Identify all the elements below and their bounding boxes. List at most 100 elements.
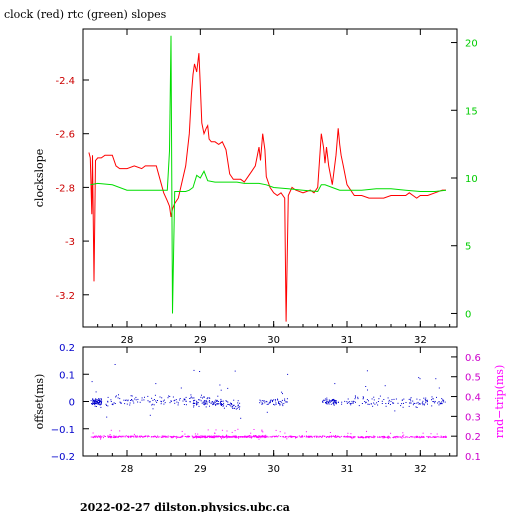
rndtrip-point <box>134 435 136 437</box>
rndtrip-point <box>445 437 447 438</box>
rndtrip-point <box>440 435 442 437</box>
rndtrip-point <box>315 435 317 437</box>
offset-point <box>322 401 323 403</box>
rndtrip-point <box>262 435 264 437</box>
rndtrip-point <box>409 436 411 438</box>
rndtrip-point <box>248 436 250 438</box>
rndtrip-point <box>157 435 159 437</box>
offset-point <box>270 399 272 401</box>
offset-point <box>94 401 96 403</box>
rndtrip-point <box>344 436 346 438</box>
rndtrip-point <box>255 436 257 437</box>
rndtrip-point <box>245 436 247 438</box>
offset-point <box>361 403 363 404</box>
rndtrip-point <box>119 435 121 437</box>
rndtrip-point <box>192 436 194 438</box>
rndtrip-point <box>163 436 165 438</box>
offset-point <box>95 400 97 402</box>
rndtrip-point <box>155 435 156 437</box>
offset-point <box>425 397 427 399</box>
rndtrip-point <box>207 435 209 437</box>
offset-point <box>223 404 225 406</box>
rndtrip-point <box>395 437 397 439</box>
rndtrip-point <box>347 432 349 434</box>
offset-point <box>179 399 181 401</box>
offset-point <box>99 399 101 401</box>
rndtrip-point <box>93 435 95 437</box>
offset-point <box>272 399 274 401</box>
rndtrip-point <box>387 437 389 439</box>
rndtrip-point <box>246 435 248 437</box>
offset-point <box>147 400 149 402</box>
offset-point <box>262 400 264 402</box>
rndtrip-point <box>145 436 146 437</box>
offset-point <box>220 404 222 406</box>
offset-point <box>324 400 326 402</box>
offset-point <box>236 407 238 409</box>
rndtrip-point <box>226 430 228 432</box>
rndtrip-point <box>128 435 130 437</box>
offset-point <box>208 397 210 399</box>
offset-point <box>287 373 289 375</box>
rndtrip-point <box>234 430 236 432</box>
rndtrip-point <box>366 436 368 438</box>
rndtrip-point <box>165 436 166 438</box>
offset-point <box>92 403 94 405</box>
rndtrip-point <box>100 437 102 439</box>
rndtrip-point <box>445 436 447 438</box>
y-tick-label: 0 <box>69 398 75 409</box>
rndtrip-point <box>210 435 212 437</box>
rndtrip-point <box>198 436 200 438</box>
rndtrip-point <box>362 437 364 438</box>
y2-tick-label: 0.5 <box>465 373 481 384</box>
rndtrip-point <box>261 429 263 431</box>
y2-tick-label: 0.6 <box>465 353 481 364</box>
offset-point <box>209 405 210 407</box>
offset-point <box>274 400 276 402</box>
rndtrip-point <box>198 436 200 438</box>
offset-point <box>333 404 335 406</box>
rndtrip-point <box>398 436 400 438</box>
rndtrip-point <box>330 435 332 437</box>
rndtrip-point <box>393 436 395 438</box>
offset-point <box>135 399 137 401</box>
offset-point <box>228 404 230 405</box>
x-tick-label: 29 <box>194 335 207 346</box>
rndtrip-point <box>393 437 395 439</box>
rndtrip-point <box>253 436 255 437</box>
offset-point <box>225 400 227 402</box>
rndtrip-point <box>231 436 233 437</box>
rndtrip-point <box>368 436 370 438</box>
offset-point <box>353 402 354 404</box>
rndtrip-point <box>348 436 350 438</box>
offset-point <box>410 397 412 399</box>
offset-point <box>354 395 356 397</box>
rndtrip-point <box>138 436 140 438</box>
offset-point <box>170 401 172 402</box>
rndtrip-point <box>439 436 441 438</box>
offset-point <box>218 403 220 405</box>
offset-point <box>278 403 280 404</box>
offset-point <box>183 404 185 405</box>
rndtrip-point <box>254 435 256 437</box>
offset-point <box>367 389 368 391</box>
rndtrip-point <box>311 436 313 438</box>
rndtrip-point <box>122 435 124 437</box>
rndtrip-point <box>285 436 287 438</box>
rndtrip-point <box>251 436 253 438</box>
rndtrip-point <box>181 430 183 432</box>
offset-point <box>412 404 414 406</box>
offset-point <box>99 398 101 400</box>
rndtrip-point <box>111 436 113 437</box>
offset-point <box>279 401 281 403</box>
rndtrip-point <box>415 435 417 437</box>
rndtrip-point <box>282 436 284 437</box>
rndtrip-point <box>263 435 265 437</box>
offset-point <box>263 400 265 402</box>
offset-point <box>277 398 278 400</box>
rndtrip-point <box>371 436 373 438</box>
offset-point <box>93 403 95 404</box>
offset-point <box>199 371 201 372</box>
offset-point <box>98 402 99 404</box>
rndtrip-point <box>235 435 237 437</box>
